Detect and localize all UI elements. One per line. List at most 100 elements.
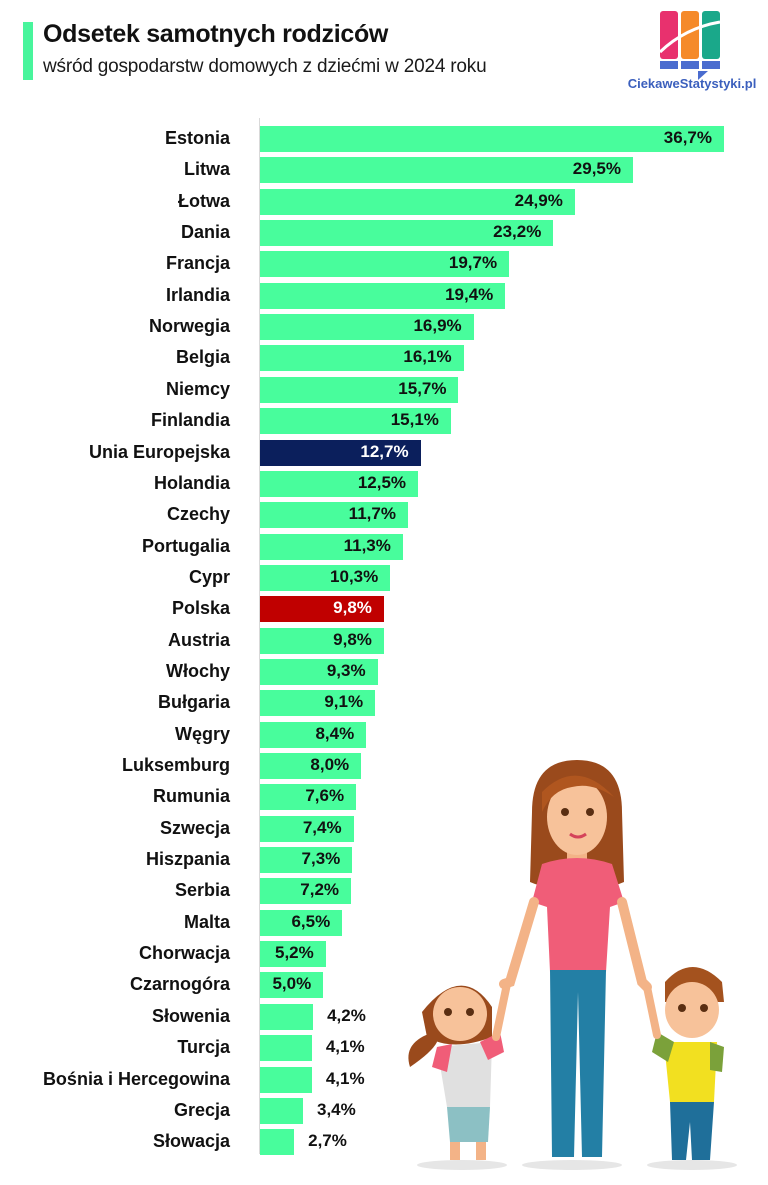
bar-row: Bułgaria 9,1% — [0, 688, 760, 717]
bar[interactable] — [260, 251, 510, 278]
bar[interactable] — [260, 282, 506, 309]
category-label: Bośnia i Hercegowina — [42, 1068, 230, 1089]
category-label: Szwecja — [159, 817, 230, 838]
bar[interactable] — [260, 1097, 303, 1124]
value-label: 4,1% — [325, 1037, 365, 1057]
bar-row: Hiszpania 7,3% — [0, 845, 760, 874]
bar[interactable] — [260, 847, 353, 874]
bar-row: Unia Europejska 12,7% — [0, 438, 760, 466]
bar-row: Niemcy 15,7% — [0, 375, 760, 403]
category-label: Cypr — [188, 566, 230, 587]
bar[interactable] — [260, 721, 367, 748]
bar[interactable] — [260, 1003, 314, 1030]
value-label: 12,5% — [357, 472, 407, 492]
bar-row: Bośnia i Hercegowina 4,1% — [0, 1065, 760, 1093]
bar-row: Francja 19,7% — [0, 249, 760, 278]
bar-row: Cypr 10,3% — [0, 563, 760, 591]
bar[interactable] — [260, 533, 403, 560]
bar[interactable] — [260, 815, 354, 842]
bar-row: Słowacja 2,7% — [0, 1127, 760, 1156]
bar-row: Łotwa 24,9% — [0, 187, 760, 215]
category-label: Chorwacja — [138, 943, 230, 964]
category-label: Norwegia — [148, 316, 230, 337]
bar-row: Serbia 7,2% — [0, 876, 760, 905]
value-label: 29,5% — [572, 159, 621, 179]
family-illustration-icon — [392, 752, 768, 1180]
bar[interactable] — [260, 314, 474, 341]
bar[interactable] — [260, 126, 724, 152]
bar[interactable] — [260, 909, 343, 936]
category-label: Węgry — [174, 723, 230, 744]
bar-row: Malta 6,5% — [0, 908, 760, 936]
bar-row: Grecja 3,4% — [0, 1096, 760, 1124]
category-label: Włochy — [165, 660, 230, 681]
logo-icon[interactable] — [640, 8, 768, 100]
value-label: 11,3% — [343, 535, 391, 555]
category-label: Luksemburg — [121, 755, 230, 775]
bar[interactable] — [260, 157, 633, 184]
bar[interactable] — [260, 408, 451, 435]
value-label: 15,7% — [398, 378, 447, 398]
bar[interactable] — [260, 470, 419, 497]
category-label: Austria — [167, 629, 230, 650]
category-label: Grecja — [173, 1099, 230, 1120]
bar[interactable] — [260, 502, 408, 529]
bar[interactable] — [260, 376, 459, 403]
category-label: Łotwa — [178, 190, 230, 211]
value-label: 15,1% — [390, 410, 439, 430]
bar[interactable] — [260, 345, 464, 372]
bar[interactable] — [260, 439, 421, 466]
value-label: 11,7% — [348, 504, 396, 524]
bar[interactable] — [260, 1035, 312, 1062]
bar-row: Litwa 29,5% — [0, 155, 760, 184]
value-label: 10,3% — [330, 566, 379, 586]
bar[interactable] — [260, 878, 352, 905]
bar[interactable] — [260, 753, 362, 779]
bar-row: Belgia 16,1% — [0, 343, 760, 372]
bar[interactable] — [260, 784, 357, 811]
value-label: 7,3% — [301, 849, 341, 869]
bar-row: Polska 9,8% — [0, 594, 760, 623]
bar[interactable] — [260, 1066, 312, 1093]
bar[interactable] — [260, 564, 391, 591]
value-label: 4,1% — [325, 1068, 365, 1088]
value-label: 8,4% — [315, 723, 355, 743]
bar[interactable] — [260, 627, 384, 654]
bar-row: Norwegia 16,9% — [0, 312, 760, 341]
bar[interactable] — [260, 941, 326, 968]
value-label: 9,8% — [333, 598, 372, 618]
bar[interactable] — [260, 1129, 295, 1156]
bar[interactable] — [260, 188, 575, 215]
value-label: 36,7% — [663, 128, 712, 147]
value-label: 19,4% — [445, 284, 494, 304]
bar[interactable] — [260, 690, 376, 717]
value-label: 2,7% — [308, 1131, 347, 1151]
chart-subtitle: wśród gospodarstw domowych z dziećmi w 2… — [43, 56, 487, 77]
category-label: Bułgaria — [157, 692, 230, 713]
bar[interactable] — [260, 658, 378, 685]
logo-text[interactable]: CiekaweStatystyki.pl — [627, 76, 757, 91]
category-label: Malta — [183, 911, 230, 932]
bar-row: Czechy 11,7% — [0, 500, 760, 529]
value-label: 8,0% — [310, 755, 350, 774]
bar-row: Węgry 8,4% — [0, 720, 760, 748]
category-label: Unia Europejska — [88, 441, 230, 462]
value-label: 19,7% — [448, 253, 498, 273]
bar[interactable] — [260, 596, 384, 623]
bar[interactable] — [260, 972, 324, 999]
bar-row: Rumunia 7,6% — [0, 782, 760, 811]
value-label: 16,9% — [413, 316, 462, 336]
value-label: 7,2% — [300, 880, 340, 900]
value-label: 12,7% — [360, 441, 409, 461]
chart-title: Odsetek samotnych rodziców — [43, 20, 389, 48]
value-label: 24,9% — [514, 190, 563, 210]
bar-row: Chorwacja 5,2% — [0, 939, 760, 968]
category-label: Dania — [180, 222, 230, 243]
value-label: 7,4% — [302, 817, 342, 837]
value-label: 4,2% — [327, 1005, 366, 1025]
bar-row: Estonia 36,7% — [0, 124, 760, 152]
category-label: Czechy — [166, 504, 230, 525]
bar-row: Finlandia 15,1% — [0, 406, 760, 435]
category-label: Holandia — [153, 472, 230, 493]
bar[interactable] — [260, 220, 554, 247]
